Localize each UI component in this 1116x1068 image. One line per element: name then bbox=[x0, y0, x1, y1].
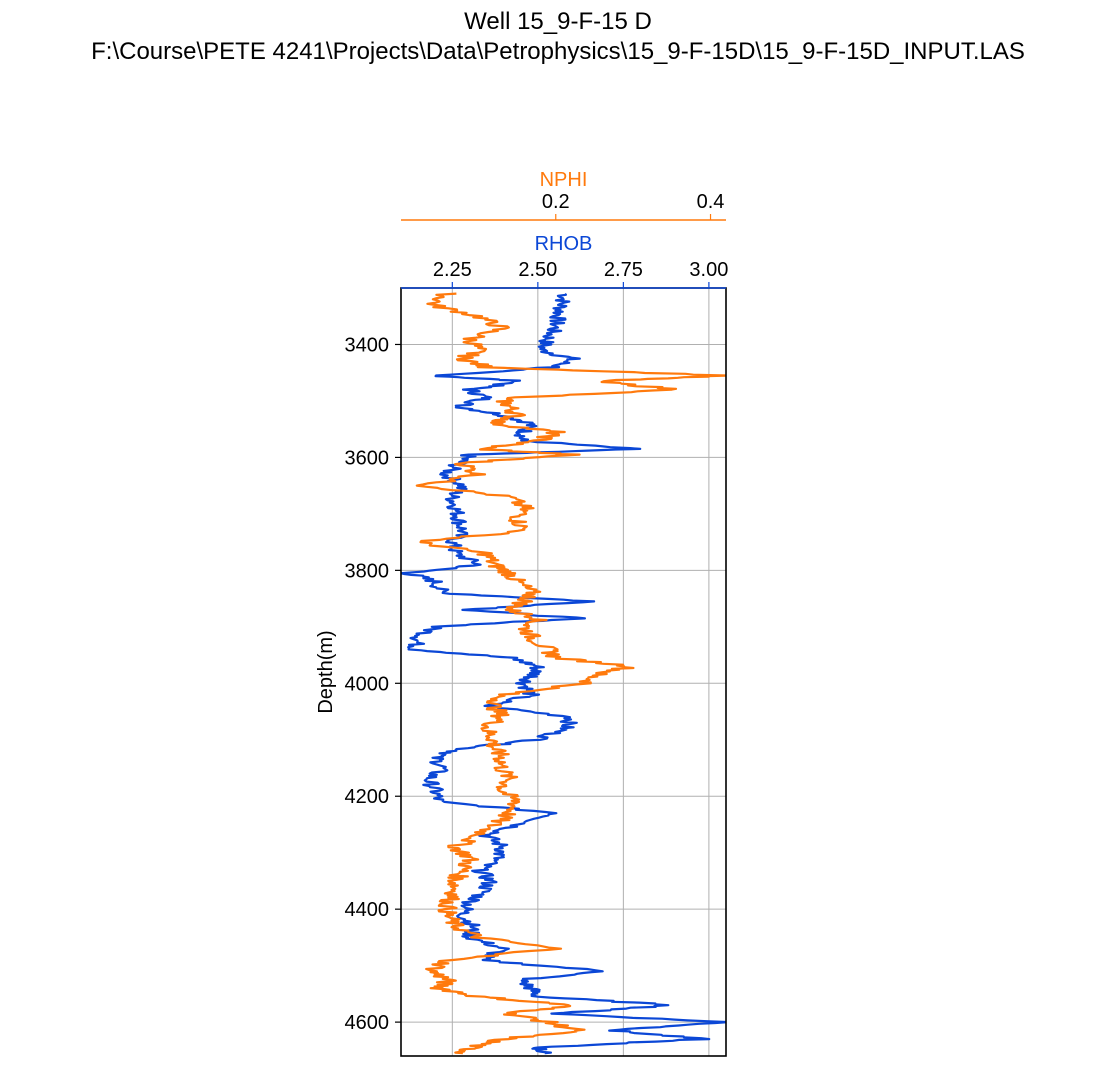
nphi-tick-label: 0.2 bbox=[542, 191, 570, 213]
y-tick-label: 3600 bbox=[345, 447, 390, 469]
y-tick-label: 4400 bbox=[345, 899, 390, 921]
nphi-tick-label: 0.4 bbox=[697, 191, 725, 213]
y-tick-label: 4000 bbox=[345, 673, 390, 695]
log-curves bbox=[401, 292, 726, 1055]
tick-layer: 3400 3600 3800 4000 4200 4400 4600 2.25 2.50 2.75… bbox=[345, 169, 729, 1034]
grid-lines bbox=[401, 288, 726, 1056]
y-tick-label: 4200 bbox=[345, 786, 390, 808]
nphi-curve bbox=[415, 292, 726, 1055]
plot-frame bbox=[400, 287, 727, 1057]
chart-subtitle-path: F:\Course\PETE 4241\Projects\Data\Petrop… bbox=[91, 38, 1025, 65]
y-tick-label: 3800 bbox=[345, 560, 390, 582]
rhob-curve bbox=[401, 292, 726, 1055]
chart-title: Well 15_9-F-15 D bbox=[464, 8, 652, 35]
y-tick-label: 3400 bbox=[345, 334, 390, 356]
nphi-axis-label: NPHI bbox=[540, 169, 588, 191]
y-tick-label: 4600 bbox=[345, 1012, 390, 1034]
rhob-tick-label: 2.25 bbox=[433, 259, 472, 281]
rhob-axis-label: RHOB bbox=[535, 233, 593, 255]
rhob-tick-label: 2.75 bbox=[604, 259, 643, 281]
rhob-tick-label: 2.50 bbox=[518, 259, 557, 281]
rhob-tick-label: 3.00 bbox=[689, 259, 728, 281]
y-axis-label: Depth(m) bbox=[315, 630, 337, 713]
